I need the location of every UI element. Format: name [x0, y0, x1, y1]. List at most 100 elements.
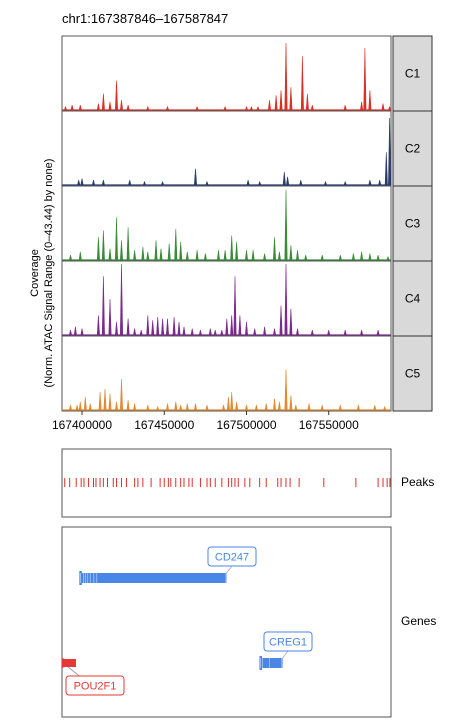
- coverage-peak-C3: [179, 241, 183, 261]
- coverage-peak-C1: [195, 105, 199, 111]
- coverage-peak-C3: [223, 250, 227, 261]
- peaks-frame: [61, 448, 392, 518]
- genes-label: Genes: [401, 614, 436, 628]
- coverage-peak-C1: [223, 105, 227, 111]
- coverage-peak-C4: [172, 316, 176, 336]
- coverage-peak-C3: [68, 255, 73, 261]
- coverage-peak-C1: [284, 42, 288, 111]
- coverage-peak-C3: [351, 253, 355, 261]
- y-axis-label-line-2: (Norm. ATAC Signal Range (0–43.44) by no…: [43, 159, 55, 388]
- coverage-peak-C2: [378, 180, 382, 186]
- coverage-peak-C4: [108, 298, 112, 336]
- coverage-peak-C1: [244, 105, 249, 111]
- gene-label-box-POU2F1: [65, 675, 125, 696]
- coverage-peak-C4: [376, 330, 380, 336]
- coverage-peak-C1: [256, 105, 260, 111]
- coverage-peak-C1: [63, 105, 68, 111]
- x-tick-label: 167550000: [299, 418, 359, 432]
- coverage-peak-C1: [368, 90, 372, 111]
- gene-POU2F1: POU2F1: [62, 658, 125, 696]
- coverage-peak-C5: [284, 369, 288, 411]
- coverage-peak-C3: [146, 251, 150, 261]
- coverage-peak-C5: [221, 405, 226, 411]
- coverage-peak-C5: [75, 405, 79, 411]
- track-C3: C3: [61, 185, 433, 262]
- coverage-peak-C3: [320, 255, 324, 261]
- coverage-peak-C3: [133, 250, 137, 261]
- coverage-peak-C5: [133, 403, 137, 411]
- peaks-label: Peaks: [401, 475, 434, 489]
- coverage-peak-C5: [185, 403, 189, 411]
- coverage-peak-C5: [156, 405, 160, 411]
- coverage-peak-C4: [161, 318, 165, 336]
- coverage-peak-C3: [263, 253, 267, 261]
- coverage-peak-C1: [96, 103, 100, 111]
- coverage-peak-C1: [108, 101, 112, 111]
- coverage-peak-C4: [96, 315, 100, 336]
- gene-body-CREG1: [260, 658, 283, 668]
- coverage-peak-C5: [244, 405, 249, 411]
- coverage-peak-C3: [108, 248, 112, 261]
- coverage-tracks: C1 C2 C3 C4 C5: [61, 35, 433, 412]
- coverage-peak-C5: [235, 401, 239, 411]
- strip-C5: [392, 335, 433, 412]
- coverage-peak-C4: [114, 321, 119, 336]
- coverage-peak-C4: [244, 321, 249, 336]
- coverage-peak-C5: [307, 403, 311, 411]
- coverage-peak-C3: [338, 255, 342, 261]
- coverage-peak-C4: [213, 330, 217, 336]
- coverage-peak-C2: [343, 180, 347, 186]
- coverage-peak-C4: [165, 318, 170, 336]
- coverage-peak-C3: [235, 241, 239, 261]
- coverage-peak-C2: [246, 180, 250, 186]
- coverage-peak-C3: [295, 250, 300, 261]
- coverage-peak-C3: [154, 240, 158, 261]
- coverage-peak-C1: [363, 47, 367, 111]
- coverage-peak-C4: [146, 315, 150, 336]
- coverage-peak-C5: [264, 403, 268, 411]
- peaks-panel: Peaks: [61, 448, 434, 518]
- coverage-peak-C5: [338, 405, 342, 411]
- coverage-peak-C5: [114, 401, 119, 411]
- coverage-peak-C5: [179, 405, 183, 411]
- coverage-peak-C3: [277, 251, 281, 261]
- x-tick-label: 167400000: [52, 418, 112, 432]
- peak-marks: [64, 478, 391, 487]
- coverage-peak-C3: [203, 253, 207, 261]
- gene-label-box-CD247: [207, 546, 257, 567]
- x-tick-label: 167500000: [216, 418, 276, 432]
- region-title: chr1:167387846–167587847: [62, 11, 228, 26]
- coverage-peak-C4: [343, 330, 347, 336]
- coverage-peak-C5: [289, 395, 293, 411]
- strip-label-C1: C1: [405, 67, 421, 81]
- track-frame-C1: [61, 35, 392, 112]
- track-frame-C2: [61, 110, 392, 187]
- coverage-peak-C1: [70, 105, 74, 111]
- coverage-peak-C3: [304, 255, 308, 261]
- gene-marks: CD247 CREG1 POU2F1: [62, 546, 313, 696]
- coverage-peak-C4: [272, 328, 277, 336]
- coverage-peak-C4: [289, 308, 293, 336]
- x-tick-label: 167450000: [134, 418, 194, 432]
- coverage-peak-C3: [119, 240, 124, 261]
- coverage-peak-C2: [368, 180, 372, 186]
- coverage-peak-C2: [142, 180, 147, 186]
- coverage-peak-C4: [284, 263, 288, 336]
- track-C1: C1: [61, 35, 433, 112]
- coverage-peak-C1: [165, 105, 170, 111]
- coverage-peak-C5: [254, 405, 258, 411]
- coverage-peak-C1: [289, 87, 293, 111]
- coverage-peak-C2: [91, 180, 96, 186]
- coverage-peak-C4: [295, 328, 300, 336]
- track-C2: C2: [61, 110, 433, 187]
- coverage-peak-C4: [327, 330, 331, 336]
- coverage-peak-C4: [156, 316, 160, 336]
- coverage-peak-C5: [193, 403, 198, 411]
- strip-C2: [392, 110, 433, 187]
- coverage-peak-C4: [139, 330, 143, 336]
- gene-CD247: CD247: [79, 546, 257, 585]
- coverage-peak-C4: [238, 315, 242, 336]
- coverage-peak-C5: [356, 405, 360, 411]
- coverage-peak-C4: [253, 328, 257, 336]
